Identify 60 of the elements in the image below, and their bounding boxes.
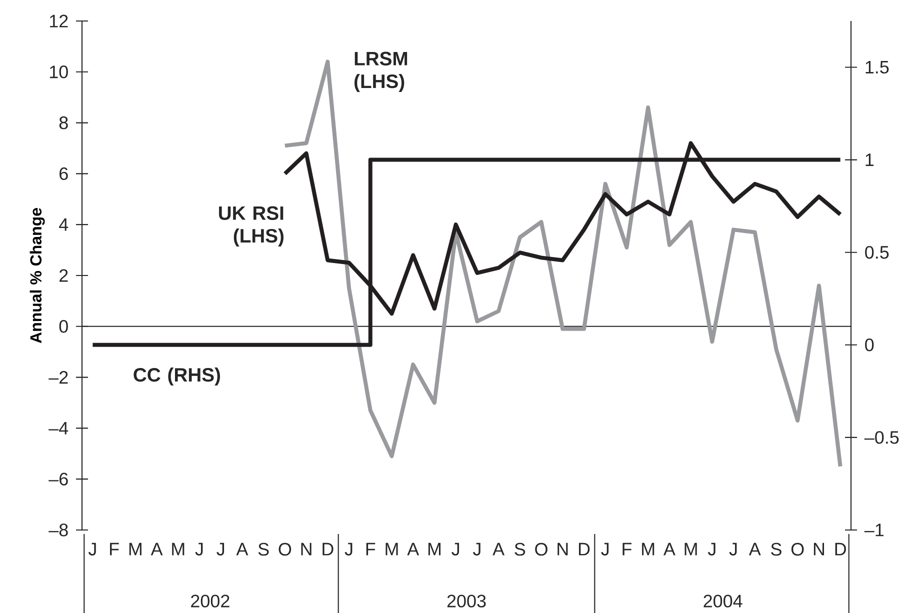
x-tick-label: N xyxy=(301,542,312,556)
x-tick-label: A xyxy=(150,542,163,556)
x-tick-label: J xyxy=(472,542,480,556)
y2-tick-label: 1 xyxy=(866,154,874,166)
x-tick-label: S xyxy=(771,542,782,556)
y2-tick-label: –0.5 xyxy=(864,431,899,444)
x-tick-label: F xyxy=(366,542,376,556)
x-tick-label: S xyxy=(258,542,269,556)
y-tick-label: –6 xyxy=(48,472,68,486)
x-tick-label: O xyxy=(535,542,548,556)
x-tick-label: A xyxy=(492,542,505,556)
y2-tick-label: –1 xyxy=(864,524,884,536)
x-tick-label: A xyxy=(407,542,420,556)
x-tick-label: N xyxy=(814,542,824,556)
x-tick-label: M xyxy=(172,542,184,556)
y2-tick-label: 0.5 xyxy=(865,246,889,259)
x-tick-label: J xyxy=(195,542,203,556)
text: 2003 xyxy=(447,594,486,608)
text: 2004 xyxy=(704,594,742,608)
x-tick-label: O xyxy=(791,542,804,556)
x-tick-label: M xyxy=(684,542,697,556)
x-tick-label: M xyxy=(386,542,398,556)
y-tick-label: –2 xyxy=(48,371,68,384)
x-tick-label: S xyxy=(514,542,526,556)
x-tick-label: A xyxy=(236,542,248,556)
x-tick-label: J xyxy=(708,542,716,556)
y-tick-label: 4 xyxy=(59,218,68,231)
y-tick-label: 8 xyxy=(59,116,68,130)
x-tick-label: F xyxy=(622,542,632,556)
x-tick-label: J xyxy=(88,542,96,556)
x-tick-label: M xyxy=(642,542,654,556)
y2-tick-label: 0 xyxy=(865,338,874,352)
y-tick-label: –4 xyxy=(48,422,68,434)
x-tick-label: J xyxy=(344,542,352,556)
series-label: CC (RHS) xyxy=(134,368,220,386)
x-tick-label: A xyxy=(748,542,761,556)
y-tick-label: 2 xyxy=(60,269,68,282)
x-tick-label: M xyxy=(129,542,142,556)
y-tick-label: –8 xyxy=(48,524,68,536)
y-tick-label: 10 xyxy=(50,66,68,78)
x-tick-label: F xyxy=(110,542,119,556)
series-label: UK RSI (LHS) xyxy=(219,206,284,246)
series-label: LRSM (LHS) xyxy=(354,52,408,92)
x-tick-label: J xyxy=(729,542,737,556)
x-tick-label: D xyxy=(322,542,334,556)
y-tick-label: 0 xyxy=(59,320,68,333)
y-tick-label: 6 xyxy=(60,167,68,180)
x-tick-label: O xyxy=(278,542,292,556)
x-tick-label: A xyxy=(663,542,676,556)
x-tick-label: J xyxy=(452,542,459,556)
x-tick-label: D xyxy=(578,542,590,556)
x-tick-label: M xyxy=(428,542,440,556)
text: 2002 xyxy=(191,594,230,608)
y-tick-label: 12 xyxy=(50,14,68,28)
x-tick-label: N xyxy=(558,542,568,556)
x-tick-label: D xyxy=(835,542,846,556)
y-axis-title: Annual % Change xyxy=(30,208,45,344)
x-tick-label: J xyxy=(601,542,609,556)
x-tick-label: J xyxy=(216,542,224,556)
y2-tick-label: 1.5 xyxy=(866,60,889,74)
